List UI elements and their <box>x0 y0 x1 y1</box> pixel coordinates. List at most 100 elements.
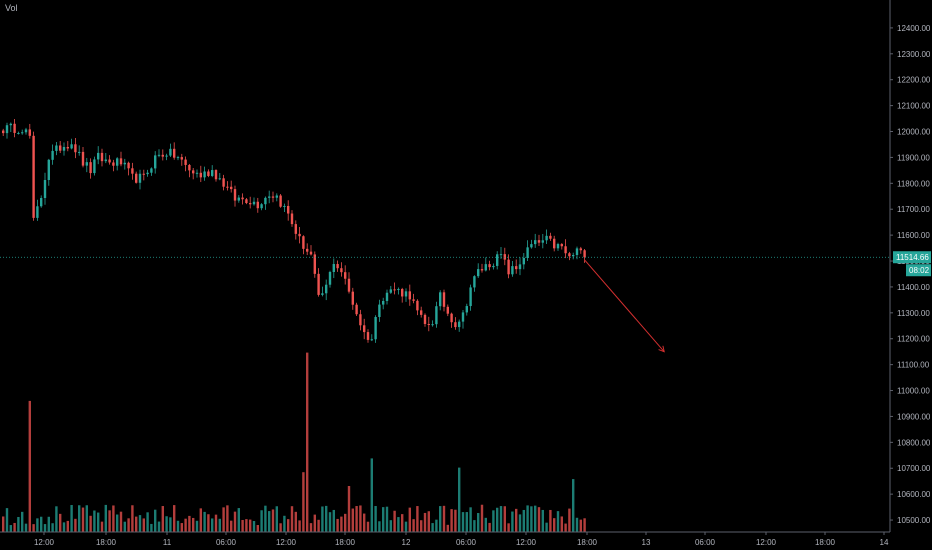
price-tick-label: 11800.00 <box>897 179 930 188</box>
candle <box>473 275 476 292</box>
volume-bar <box>119 511 123 532</box>
volume-bar <box>370 458 373 532</box>
volume-bar <box>226 505 229 532</box>
candle <box>488 260 491 271</box>
candle <box>340 262 343 277</box>
candle <box>321 286 324 297</box>
volume-bar <box>496 507 499 532</box>
price-tick-label: 11400.00 <box>897 283 930 292</box>
volume-bar <box>116 514 119 532</box>
price-tick-label: 12000.00 <box>897 128 931 137</box>
volume-bar <box>454 509 457 532</box>
volume-bar <box>36 518 39 532</box>
volume-bar <box>560 516 563 532</box>
candle <box>302 235 305 255</box>
candle <box>317 268 320 297</box>
volume-bar <box>252 521 256 532</box>
candle <box>564 239 567 259</box>
volume-bar <box>150 523 153 532</box>
volume-bar <box>503 506 506 532</box>
volume-bar <box>530 506 533 532</box>
candle <box>5 122 9 139</box>
volume-bar <box>66 520 69 532</box>
time-tick-label: 06:00 <box>456 538 477 547</box>
volume-bar <box>230 520 233 532</box>
volume-bar <box>184 518 187 532</box>
volume-bar <box>165 516 168 532</box>
volume-bar <box>397 517 400 532</box>
volume-bar <box>313 514 316 532</box>
price-tick-label: 12200.00 <box>897 76 931 85</box>
price-tick-label: 11200.00 <box>897 335 930 344</box>
candle <box>74 137 77 159</box>
candle <box>389 285 392 294</box>
candle <box>97 146 100 165</box>
candle <box>211 165 214 178</box>
volume-bar <box>366 521 370 532</box>
volume-bar <box>492 510 495 532</box>
candle <box>24 127 28 135</box>
volume-bar <box>176 520 180 532</box>
candle <box>241 193 244 205</box>
candle <box>446 304 449 317</box>
candle <box>385 289 389 305</box>
volume-bar <box>154 509 157 532</box>
volume-bar <box>583 518 586 532</box>
candle <box>59 141 62 154</box>
time-axis[interactable]: 12:00 18:00 11 06:00 12:00 18:00 12 06:00 12:00 1… <box>0 531 890 547</box>
volume-bar <box>412 519 415 532</box>
candle <box>477 263 480 279</box>
candle <box>469 284 472 311</box>
candle <box>355 302 358 316</box>
volume-bar <box>199 508 202 532</box>
volume-bar <box>553 518 556 532</box>
volume-bar <box>138 515 142 532</box>
candle <box>283 203 286 212</box>
volume-bar <box>382 507 385 532</box>
candle <box>351 287 354 310</box>
candle <box>518 257 522 276</box>
candle <box>13 119 16 138</box>
time-tick-label: 06:00 <box>216 538 237 547</box>
volume-bar <box>420 520 423 532</box>
volume-bar <box>21 511 24 532</box>
candle <box>271 191 275 203</box>
price-tick-label: 11100.00 <box>897 361 930 370</box>
price-axis[interactable]: 12400.00 12300.00 12200.00 12100.00 12000.00… <box>889 0 931 532</box>
candle <box>176 155 180 161</box>
candle <box>66 141 69 152</box>
volume-bar <box>24 523 28 532</box>
candle <box>169 143 172 157</box>
volume-bar <box>9 525 12 532</box>
price-tick-label: 12400.00 <box>897 24 931 33</box>
volume-bar <box>393 510 396 532</box>
candle <box>207 169 210 178</box>
candle <box>112 159 115 172</box>
volume-bar <box>74 518 77 532</box>
candle <box>423 313 427 327</box>
volume-bar <box>13 522 16 532</box>
volume-bar <box>564 523 567 532</box>
volume-bar <box>473 520 476 532</box>
candle <box>461 309 465 329</box>
volume-bar <box>268 511 271 532</box>
volume-bar <box>332 509 335 532</box>
time-tick-label: 12:00 <box>516 538 537 547</box>
candle <box>431 320 434 327</box>
volume-bar <box>55 506 58 532</box>
candle <box>36 199 39 221</box>
candle <box>366 329 370 343</box>
candle <box>268 190 271 204</box>
time-tick-label: 13 <box>642 538 651 547</box>
volume-bar <box>518 514 522 532</box>
price-tick-label: 12100.00 <box>897 102 931 111</box>
time-tick-label: 06:00 <box>695 538 716 547</box>
volume-bar <box>499 506 503 532</box>
candle <box>104 152 107 164</box>
volume-bar <box>408 507 411 532</box>
volume-bar <box>214 514 218 532</box>
volume-bar <box>446 524 449 532</box>
volume-bar <box>17 516 20 532</box>
volume-bar <box>131 505 134 532</box>
